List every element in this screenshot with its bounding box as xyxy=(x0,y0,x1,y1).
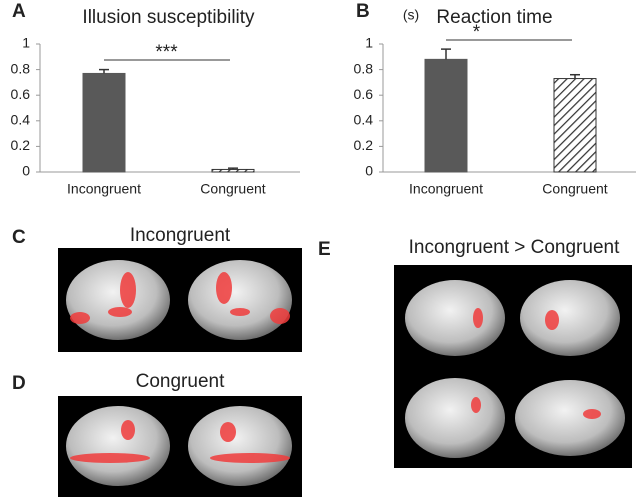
bar xyxy=(553,78,597,173)
bar xyxy=(82,72,126,173)
y-tick-label: 0.2 xyxy=(354,137,374,153)
chart-title: Reaction time xyxy=(436,7,552,28)
y-tick-label: 0.6 xyxy=(11,86,31,102)
panel-title: Congruent xyxy=(136,371,225,392)
y-tick-label: 0.4 xyxy=(11,112,31,128)
y-tick-label: 1 xyxy=(22,35,30,51)
brain-image xyxy=(58,248,302,352)
x-tick-label: Incongruent xyxy=(409,181,483,197)
y-tick-label: 0.8 xyxy=(354,60,374,76)
y-tick-label: 0.2 xyxy=(11,137,31,153)
bar xyxy=(424,58,468,173)
significance: * xyxy=(473,22,481,43)
panel-label: B xyxy=(356,1,370,22)
brain-image xyxy=(394,265,632,468)
y-tick-label: 0.4 xyxy=(354,112,374,128)
significance: *** xyxy=(155,42,178,63)
x-tick-label: Congruent xyxy=(200,181,265,197)
panel-label: A xyxy=(12,1,26,22)
x-tick-label: Congruent xyxy=(542,181,607,197)
y-tick-label: 0 xyxy=(22,163,30,179)
y-tick-label: 0.6 xyxy=(354,86,374,102)
x-tick-label: Incongruent xyxy=(67,181,141,197)
panel-title: Incongruent xyxy=(130,225,231,246)
panel-label: D xyxy=(12,373,26,394)
y-tick-label: 1 xyxy=(365,35,373,51)
y-tick-label: 0 xyxy=(365,163,373,179)
y-unit: (s) xyxy=(403,7,419,23)
bar xyxy=(211,168,255,173)
chart-title: Illusion susceptibility xyxy=(82,7,255,28)
y-tick-label: 0.8 xyxy=(11,60,31,76)
panel-label: C xyxy=(12,227,26,248)
brain-image xyxy=(58,396,302,497)
panel-title: Incongruent > Congruent xyxy=(409,237,620,258)
panel-label: E xyxy=(318,239,331,260)
